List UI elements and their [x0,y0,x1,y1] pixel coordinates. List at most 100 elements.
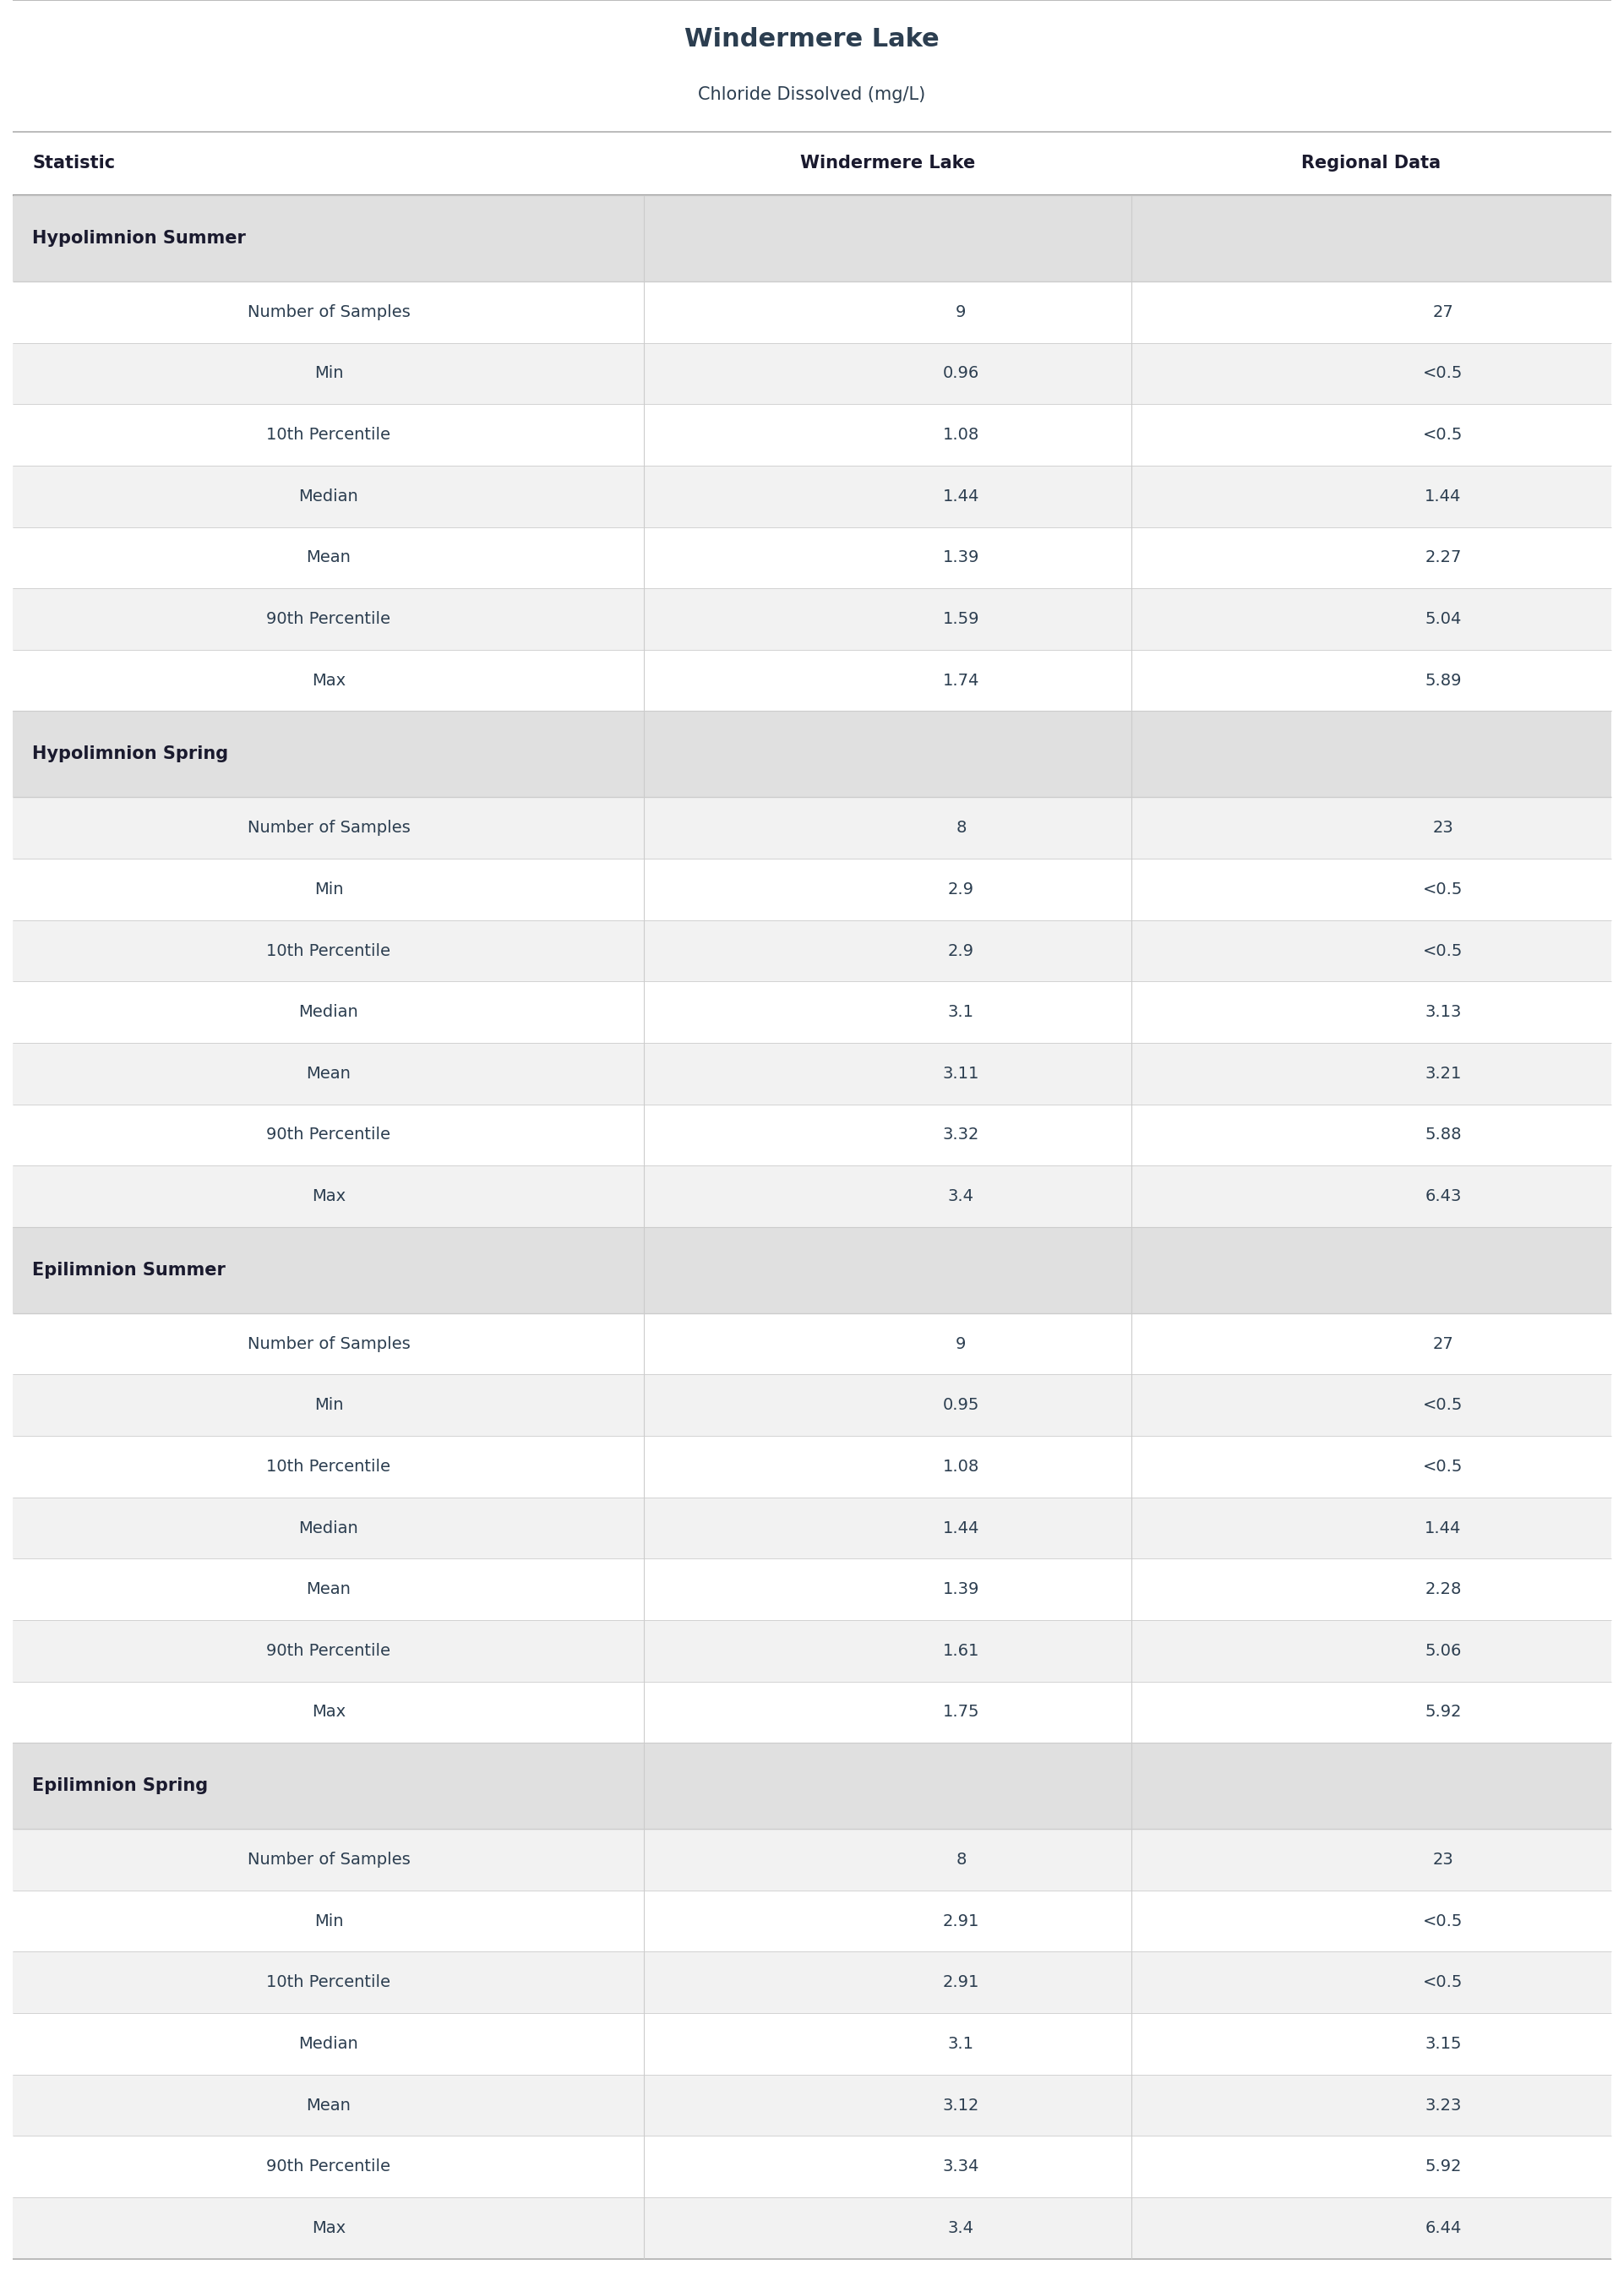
Text: 10th Percentile: 10th Percentile [266,1460,391,1476]
Text: 1.44: 1.44 [942,1521,979,1537]
Bar [13,588,1611,649]
Bar [13,1042,1611,1103]
Text: 1.08: 1.08 [944,1460,979,1476]
Text: 3.12: 3.12 [942,2097,979,2113]
Text: 2.91: 2.91 [942,1914,979,1930]
Text: Min: Min [313,881,343,897]
Text: Median: Median [299,488,359,504]
Text: 0.96: 0.96 [944,365,979,381]
Text: 5.92: 5.92 [1424,1705,1462,1721]
Text: 27: 27 [1432,304,1453,320]
Text: Epilimnion Summer: Epilimnion Summer [32,1262,226,1278]
Text: Min: Min [313,1914,343,1930]
Text: 9: 9 [957,1335,966,1353]
Text: 3.1: 3.1 [948,2036,974,2052]
Text: 1.39: 1.39 [942,549,979,565]
Bar [13,2136,1611,2197]
Text: 1.44: 1.44 [1424,1521,1462,1537]
Text: 3.11: 3.11 [942,1065,979,1081]
Text: 3.13: 3.13 [1424,1003,1462,1019]
Bar [13,1559,1611,1621]
Bar [13,1312,1611,1376]
Text: 90th Percentile: 90th Percentile [266,611,391,627]
Text: 27: 27 [1432,1335,1453,1353]
Bar [13,981,1611,1042]
Text: 23: 23 [1432,1852,1453,1868]
Text: 8: 8 [957,819,966,835]
Text: Statistic: Statistic [32,154,115,173]
Text: Hypolimnion Summer: Hypolimnion Summer [32,229,247,247]
Text: Median: Median [299,2036,359,2052]
Text: <0.5: <0.5 [1423,427,1463,443]
Text: Epilimnion Spring: Epilimnion Spring [32,1777,208,1793]
Text: Mean: Mean [307,1065,351,1081]
Text: 3.15: 3.15 [1424,2036,1462,2052]
Text: Max: Max [312,672,346,688]
Text: 5.92: 5.92 [1424,2159,1462,2175]
Text: 2.9: 2.9 [948,881,974,897]
Bar [13,1952,1611,2013]
Bar [13,1621,1611,1682]
Text: 23: 23 [1432,819,1453,835]
Bar [13,649,1611,711]
Text: 90th Percentile: 90th Percentile [266,2159,391,2175]
Text: Median: Median [299,1521,359,1537]
Bar [13,1743,1611,1830]
Text: 9: 9 [957,304,966,320]
Text: Number of Samples: Number of Samples [247,1335,409,1353]
Text: 8: 8 [957,1852,966,1868]
Bar [13,797,1611,858]
Text: 1.75: 1.75 [942,1705,979,1721]
Text: Number of Samples: Number of Samples [247,1852,409,1868]
Text: Windermere Lake: Windermere Lake [685,27,939,52]
Bar [13,465,1611,527]
Text: 5.06: 5.06 [1424,1643,1462,1659]
Bar [13,1830,1611,1891]
Text: 3.1: 3.1 [948,1003,974,1019]
Bar [13,1226,1611,1312]
Bar [13,1437,1611,1498]
Bar [13,343,1611,404]
Bar [13,281,1611,343]
Text: Max: Max [312,2220,346,2236]
Text: 1.39: 1.39 [942,1582,979,1598]
Text: <0.5: <0.5 [1423,1460,1463,1476]
Text: <0.5: <0.5 [1423,365,1463,381]
Bar [13,2197,1611,2259]
Bar [13,919,1611,981]
Text: Number of Samples: Number of Samples [247,819,409,835]
Bar [13,132,1611,195]
Text: Median: Median [299,1003,359,1019]
Text: Max: Max [312,1705,346,1721]
Text: 5.04: 5.04 [1424,611,1462,627]
Text: 5.88: 5.88 [1424,1126,1462,1142]
Text: Min: Min [313,1398,343,1414]
Text: 2.91: 2.91 [942,1975,979,1991]
Text: Windermere Lake: Windermere Lake [801,154,976,173]
Text: 3.23: 3.23 [1424,2097,1462,2113]
Bar [13,404,1611,465]
Text: 1.44: 1.44 [942,488,979,504]
Text: 90th Percentile: 90th Percentile [266,1126,391,1142]
Text: Max: Max [312,1187,346,1205]
Bar [13,1498,1611,1559]
Bar [13,1165,1611,1226]
Bar [13,1376,1611,1437]
Text: 0.95: 0.95 [942,1398,979,1414]
Bar [13,2013,1611,2075]
Text: 2.9: 2.9 [948,942,974,958]
Bar [13,711,1611,797]
Bar [13,0,1611,132]
Text: Mean: Mean [307,549,351,565]
Text: 6.44: 6.44 [1424,2220,1462,2236]
Text: 90th Percentile: 90th Percentile [266,1643,391,1659]
Text: 1.59: 1.59 [942,611,979,627]
Text: Hypolimnion Spring: Hypolimnion Spring [32,747,229,763]
Text: 3.32: 3.32 [942,1126,979,1142]
Text: 3.34: 3.34 [942,2159,979,2175]
Text: 10th Percentile: 10th Percentile [266,427,391,443]
Bar [13,527,1611,588]
Text: 2.28: 2.28 [1424,1582,1462,1598]
Text: 1.74: 1.74 [942,672,979,688]
Text: Regional Data: Regional Data [1301,154,1440,173]
